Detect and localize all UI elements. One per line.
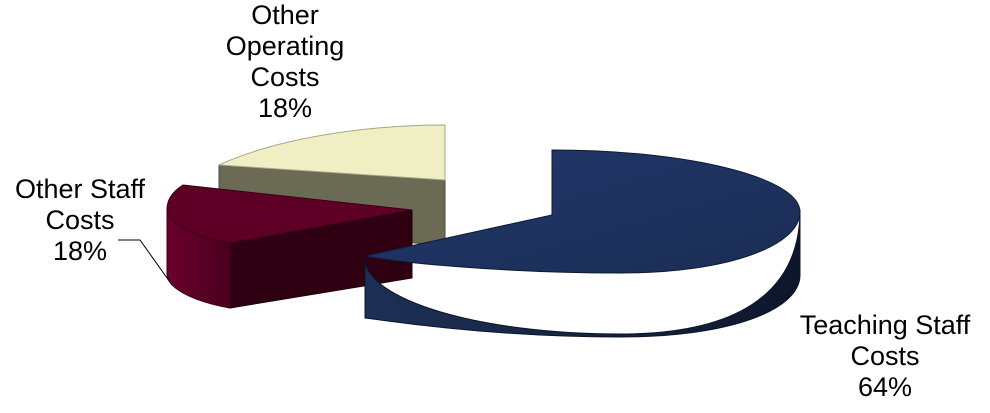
label-other-operating-line2: Operating xyxy=(225,31,345,61)
label-other-staff-line2: Costs xyxy=(45,205,115,235)
label-other-staff: Other Staff Costs 18% xyxy=(0,174,160,267)
label-teaching-staff-percent: 64% xyxy=(857,372,913,402)
slice-other-operating-top xyxy=(218,124,446,181)
leader-line-other-staff xyxy=(118,239,173,286)
label-other-staff-line1: Other Staff xyxy=(14,174,146,204)
label-teaching-staff-line1: Teaching Staff xyxy=(799,310,971,340)
label-teaching-staff: Teaching Staff Costs 64% xyxy=(780,310,990,403)
slice-teaching-staff-top xyxy=(364,149,801,274)
label-other-operating-line1: Other xyxy=(251,0,319,30)
slice-other-staff-top xyxy=(166,184,413,244)
label-other-operating-line3: Costs xyxy=(250,62,320,92)
label-other-operating: Other Operating Costs 18% xyxy=(205,0,365,124)
label-other-operating-percent: 18% xyxy=(257,93,313,123)
slice-teaching-staff xyxy=(364,149,801,338)
label-other-staff-percent: 18% xyxy=(52,236,108,266)
label-teaching-staff-line2: Costs xyxy=(850,341,920,371)
